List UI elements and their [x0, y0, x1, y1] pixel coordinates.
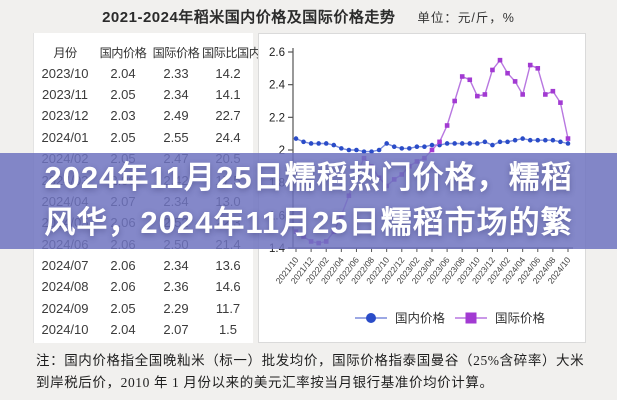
table-row: 2024/10 2.04 2.07 1.5 — [34, 319, 253, 340]
footnote-text: 注：国内价格指全国晚籼米（标一）批发均价，国际价格指泰国曼谷（25%含碎率）大米… — [36, 353, 585, 390]
table-cell: 2.33 — [163, 65, 189, 81]
table-cell: 2.49 — [163, 108, 189, 124]
overlay-title-line2: 风华，2024年11月25日糯稻市场的繁 — [44, 205, 573, 240]
table-row: 2024/09 2.05 2.29 11.7 — [34, 298, 253, 319]
table-cell: 1.5 — [218, 322, 238, 338]
table-cell: 2023/10 — [41, 65, 89, 81]
table-row: 2023/11 2.05 2.34 14.1 — [34, 84, 253, 105]
table-cell: 14.1 — [215, 86, 241, 102]
legend-label: 国内价格 — [395, 311, 446, 326]
table-cell: 24.4 — [215, 129, 241, 145]
page-title: 2021-2024年稻米国内价格及国际价格走势 — [102, 9, 396, 26]
x-axis-ticks: 2021/102021/122022/022022/042022/062022/… — [274, 248, 573, 286]
table-cell: 2024/07 — [41, 258, 89, 274]
column-header: 月份 — [53, 45, 77, 60]
table-row: 2024/07 2.06 2.34 13.6 — [34, 255, 253, 276]
table-cell: 2.34 — [163, 258, 189, 274]
table-cell: 2023/11 — [41, 86, 89, 102]
table-cell: 2024/08 — [41, 279, 89, 295]
table-row: 2023/10 2.04 2.33 14.2 — [34, 62, 253, 83]
table-cell: 2.05 — [110, 86, 136, 102]
table-cell: 2.03 — [110, 108, 136, 124]
domestic-price-series — [293, 136, 571, 154]
column-header: 国内价格 — [99, 45, 147, 60]
column-header: 国际比国内高 — [202, 45, 273, 60]
table-row: 2023/12 2.03 2.49 22.7 — [34, 105, 253, 126]
table-cell: 2.05 — [110, 129, 136, 145]
table-cell: 2024/09 — [41, 300, 89, 316]
svg-text:2.4: 2.4 — [269, 80, 286, 92]
table-cell: 13.6 — [215, 258, 241, 274]
table-header-row: 月份 国内价格 国际价格 国际比国内高 — [34, 41, 273, 62]
table-cell: 22.7 — [215, 108, 241, 124]
table-row: 2024/01 2.05 2.55 24.4 — [34, 127, 253, 148]
table-cell: 2.05 — [110, 300, 136, 316]
chart-title-bar: 2021-2024年稻米国内价格及国际价格走势 单位：元/斤，% — [0, 6, 617, 27]
table-cell: 14.6 — [215, 279, 241, 295]
table-cell: 2.36 — [163, 279, 189, 295]
table-cell: 14.2 — [215, 65, 241, 81]
unit-label: 单位：元/斤，% — [417, 11, 515, 25]
table-cell: 2.34 — [163, 86, 189, 102]
svg-text:2: 2 — [279, 145, 285, 157]
table-cell: 2.04 — [110, 322, 136, 338]
column-header: 国际价格 — [152, 45, 200, 60]
table-row: 2024/08 2.06 2.36 14.6 — [34, 276, 253, 297]
table-cell: 2.29 — [163, 300, 189, 316]
table-cell: 2.06 — [110, 279, 136, 295]
table-cell: 2.04 — [110, 65, 136, 81]
svg-text:2.6: 2.6 — [269, 47, 285, 59]
svg-text:2.2: 2.2 — [269, 112, 285, 124]
chart-legend: 国内价格 国际价格 — [355, 311, 546, 326]
table-cell: 2.07 — [163, 322, 189, 338]
table-cell: 2.55 — [163, 129, 189, 145]
legend-label: 国际价格 — [495, 311, 546, 326]
table-cell: 2024/10 — [41, 322, 89, 338]
table-cell: 11.7 — [215, 300, 241, 316]
overlay-banner: 2024年11月25日糯稻热门价格，糯稻 风华，2024年11月25日糯稻市场的… — [0, 153, 617, 249]
table-cell: 2024/01 — [41, 129, 89, 145]
table-cell: 2023/12 — [41, 108, 89, 124]
table-cell: 2.06 — [110, 258, 136, 274]
overlay-title-line1: 2024年11月25日糯稻热门价格，糯稻 — [44, 160, 573, 195]
